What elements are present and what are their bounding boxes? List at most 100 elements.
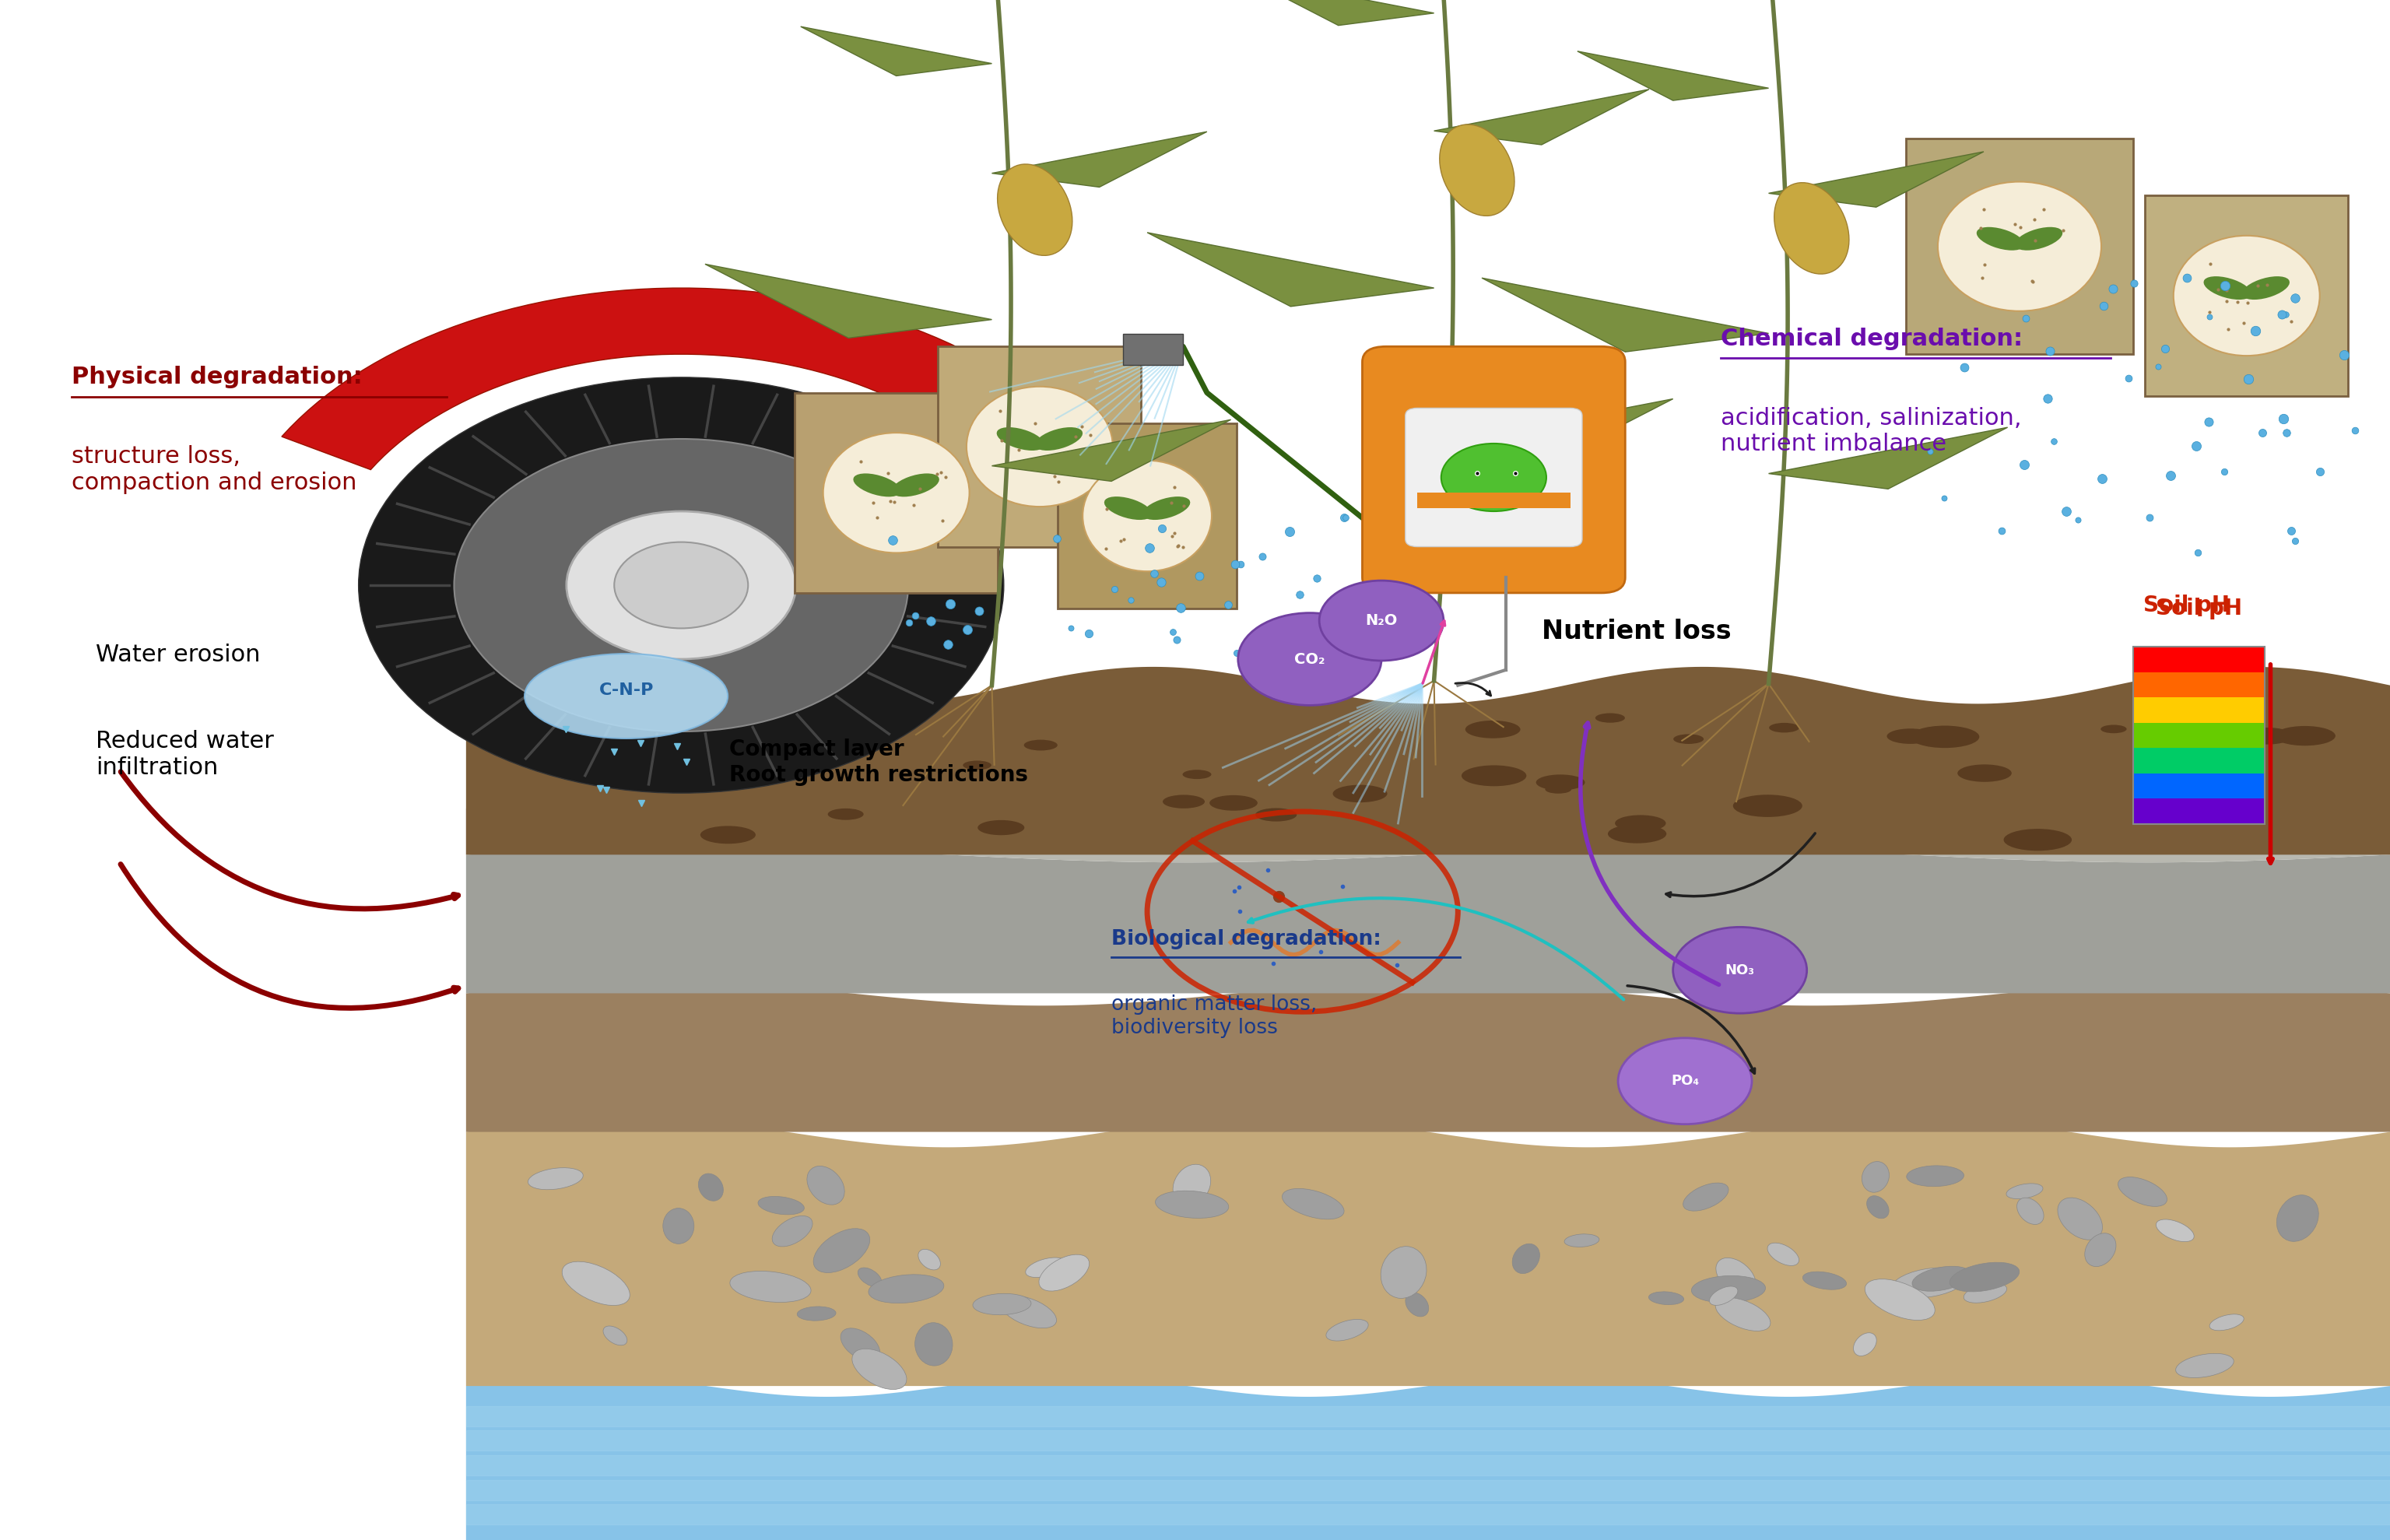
Text: C-N-P: C-N-P [600, 682, 652, 698]
Polygon shape [466, 981, 2390, 1132]
Ellipse shape [1326, 1320, 1369, 1341]
Polygon shape [466, 847, 2390, 993]
Text: PO₄: PO₄ [1671, 1073, 1699, 1089]
Ellipse shape [853, 1349, 906, 1389]
Polygon shape [793, 393, 997, 593]
Circle shape [1238, 613, 1381, 705]
Ellipse shape [1910, 725, 1979, 748]
Text: Water erosion: Water erosion [96, 644, 261, 665]
Text: acidification, salinization,
nutrient imbalance: acidification, salinization, nutrient im… [1721, 407, 2022, 456]
Ellipse shape [1716, 1298, 1771, 1331]
Ellipse shape [827, 809, 863, 819]
Text: Chemical degradation:: Chemical degradation: [1721, 328, 2022, 350]
Ellipse shape [1673, 735, 1704, 744]
Ellipse shape [1381, 1246, 1427, 1298]
Ellipse shape [1692, 1275, 1766, 1303]
Ellipse shape [2275, 725, 2335, 745]
Polygon shape [466, 667, 2390, 855]
Ellipse shape [1957, 764, 2012, 782]
Ellipse shape [2204, 276, 2251, 300]
Polygon shape [1577, 51, 1769, 100]
Ellipse shape [822, 433, 970, 553]
Ellipse shape [729, 1270, 810, 1303]
Ellipse shape [798, 1306, 837, 1321]
Polygon shape [1434, 89, 1649, 145]
Ellipse shape [2278, 1195, 2318, 1241]
Ellipse shape [1977, 226, 2024, 251]
Text: structure loss,
compaction and erosion: structure loss, compaction and erosion [72, 445, 356, 494]
Polygon shape [992, 419, 1231, 482]
Bar [1123, 334, 1183, 365]
Text: Compact layer
Root growth restrictions: Compact layer Root growth restrictions [729, 739, 1028, 785]
Ellipse shape [2084, 1234, 2115, 1266]
Text: Nutrient loss: Nutrient loss [1542, 619, 1730, 644]
Ellipse shape [1886, 728, 1934, 744]
Ellipse shape [1950, 1263, 2020, 1292]
Ellipse shape [1281, 1189, 1343, 1220]
Ellipse shape [2058, 1198, 2103, 1240]
Ellipse shape [1183, 770, 1212, 779]
Ellipse shape [1209, 795, 1257, 810]
Ellipse shape [1965, 1283, 2008, 1303]
Polygon shape [1243, 0, 1434, 25]
Polygon shape [992, 132, 1207, 188]
Ellipse shape [808, 1166, 844, 1204]
Circle shape [1441, 444, 1546, 511]
Ellipse shape [966, 387, 1114, 507]
Circle shape [1319, 581, 1444, 661]
Ellipse shape [999, 1295, 1056, 1327]
Circle shape [1673, 927, 1807, 1013]
Circle shape [454, 439, 908, 732]
Ellipse shape [853, 473, 901, 497]
Ellipse shape [2118, 1177, 2168, 1206]
Ellipse shape [813, 1229, 870, 1272]
Ellipse shape [1465, 721, 1520, 738]
Ellipse shape [915, 1323, 954, 1366]
Text: Physical degradation:: Physical degradation: [72, 367, 363, 388]
Ellipse shape [1513, 1244, 1539, 1274]
Text: NO₃: NO₃ [1726, 962, 1754, 978]
Text: Biological degradation:: Biological degradation: [1111, 929, 1381, 950]
Ellipse shape [997, 427, 1044, 451]
Polygon shape [1482, 277, 1769, 353]
Polygon shape [466, 802, 2390, 862]
Ellipse shape [1255, 809, 1298, 821]
Ellipse shape [963, 761, 992, 770]
Polygon shape [2144, 196, 2347, 396]
Ellipse shape [1616, 815, 1666, 832]
Ellipse shape [841, 1327, 880, 1361]
Ellipse shape [2170, 775, 2208, 787]
Ellipse shape [662, 1209, 693, 1244]
Ellipse shape [528, 1167, 583, 1189]
Ellipse shape [1608, 824, 1666, 844]
Ellipse shape [1035, 427, 1083, 451]
Ellipse shape [1907, 1166, 1965, 1186]
Ellipse shape [1773, 183, 1850, 274]
Ellipse shape [1769, 722, 1800, 733]
Ellipse shape [997, 165, 1073, 256]
Ellipse shape [1683, 1183, 1728, 1210]
Ellipse shape [1025, 1258, 1066, 1277]
Ellipse shape [2017, 1198, 2043, 1224]
Polygon shape [1434, 399, 1673, 460]
Ellipse shape [1154, 1190, 1228, 1218]
Ellipse shape [2208, 1314, 2244, 1331]
Circle shape [358, 377, 1004, 793]
Bar [2132, 647, 2266, 671]
Ellipse shape [2003, 829, 2072, 850]
Bar [2132, 748, 2266, 773]
Ellipse shape [1546, 785, 1570, 793]
Text: N₂O: N₂O [1365, 613, 1398, 628]
Polygon shape [466, 1375, 2390, 1540]
Ellipse shape [1862, 1161, 1888, 1192]
Ellipse shape [891, 473, 939, 497]
Bar [2132, 722, 2266, 748]
Bar [2132, 647, 2266, 824]
Polygon shape [466, 1116, 2390, 1386]
Ellipse shape [2242, 276, 2290, 300]
Ellipse shape [918, 1249, 939, 1270]
Ellipse shape [978, 821, 1025, 835]
Ellipse shape [1716, 1258, 1757, 1295]
Ellipse shape [858, 1267, 882, 1286]
Circle shape [566, 511, 796, 659]
